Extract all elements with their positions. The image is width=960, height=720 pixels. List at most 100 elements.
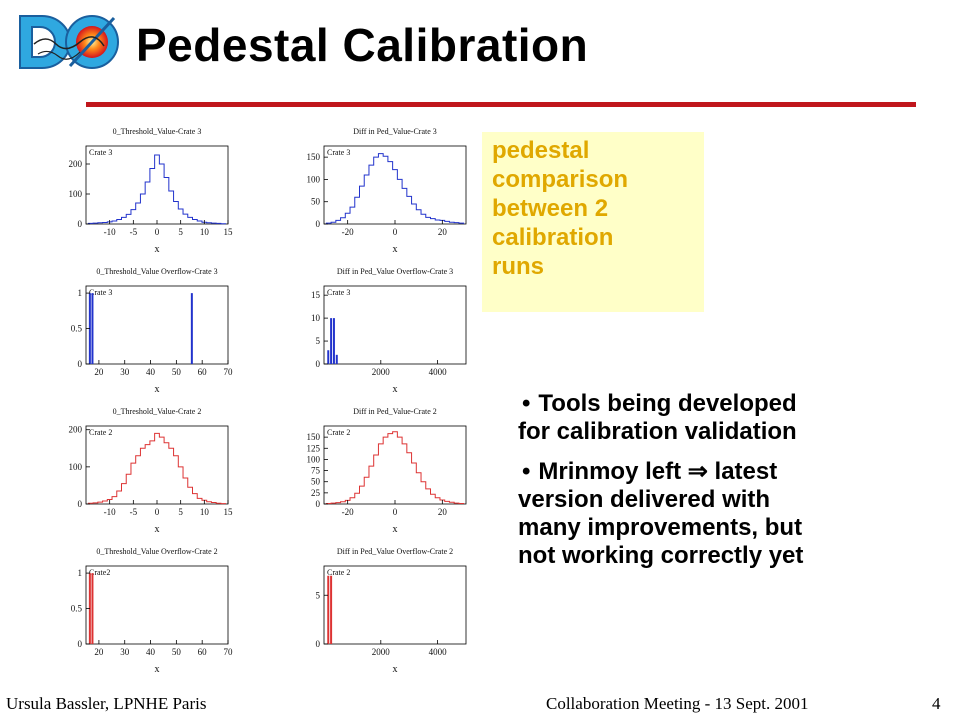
y-tick-label: 0 xyxy=(316,359,321,369)
y-tick-label: 100 xyxy=(307,454,321,464)
callout-line: between 2 xyxy=(492,195,609,222)
y-tick-label: 0 xyxy=(78,359,83,369)
x-tick-label: 40 xyxy=(146,367,156,377)
y-tick-label: 200 xyxy=(69,159,83,169)
histogram-series xyxy=(87,154,227,225)
plot-frame xyxy=(85,145,229,225)
bullet-text: Tools being developed xyxy=(538,390,797,417)
x-tick-label: 2000 xyxy=(372,367,391,377)
histogram-label: Crate 3 xyxy=(89,288,112,297)
histogram-panel: 0_Threshold_Value-Crate 3 Crate 3 -10 -5 0 5 1… xyxy=(69,127,234,255)
histogram-series xyxy=(325,153,465,224)
callout-line: comparison xyxy=(492,166,629,193)
histogram-panel: 0_Threshold_Value-Crate 2 Crate 2 -10 -5 0 5 1… xyxy=(69,407,234,535)
histogram-label: Crate 3 xyxy=(327,288,350,297)
y-tick-label: 200 xyxy=(69,425,83,435)
histogram-title: 0_Threshold_Value-Crate 3 xyxy=(113,127,202,136)
histogram-label: Crate 3 xyxy=(89,148,112,157)
y-tick-label: 0 xyxy=(316,219,321,229)
histogram-panel: 0_Threshold_Value Overflow-Crate 2 Crate2… xyxy=(71,547,234,675)
plot-frame xyxy=(323,145,467,225)
x-tick-label: 15 xyxy=(224,227,234,237)
x-tick-label: -20 xyxy=(342,227,354,237)
title-divider xyxy=(86,102,916,107)
histogram-panel: Diff in Ped_Value-Crate 3 Crate 3 -20 0 20 0 5… xyxy=(307,127,467,255)
x-axis-label: x xyxy=(155,244,160,255)
histogram-title: 0_Threshold_Value Overflow-Crate 3 xyxy=(96,267,217,276)
y-tick-label: 0 xyxy=(316,639,321,649)
x-tick-label: 70 xyxy=(224,647,234,657)
histogram-title: Diff in Ped_Value-Crate 3 xyxy=(353,127,437,136)
histogram-series xyxy=(325,431,465,505)
bullet-dot-icon: • xyxy=(522,390,531,417)
x-tick-label: 20 xyxy=(94,367,104,377)
y-tick-label: 100 xyxy=(307,174,321,184)
bullet-line: for calibration validation xyxy=(518,418,797,445)
histogram-grid: 0_Threshold_Value-Crate 3 Crate 3 -10 -5 0 5 1… xyxy=(40,122,467,682)
y-tick-label: 50 xyxy=(311,197,321,207)
y-tick-label: 150 xyxy=(307,152,321,162)
plot-frame xyxy=(323,285,467,365)
x-tick-label: -10 xyxy=(104,227,116,237)
y-tick-label: 1 xyxy=(78,288,83,298)
y-tick-label: 0 xyxy=(78,219,83,229)
x-tick-label: 20 xyxy=(438,227,448,237)
histogram-series xyxy=(87,432,227,505)
footer-page-number: 4 xyxy=(932,694,941,713)
y-tick-label: 0.5 xyxy=(71,324,83,334)
y-tick-label: 15 xyxy=(311,290,321,300)
plot-frame xyxy=(85,285,229,365)
histogram-label: Crate 2 xyxy=(327,568,350,577)
callout-line: runs xyxy=(492,253,545,280)
histogram-label: Crate 2 xyxy=(89,428,112,437)
bullet-item: • Mrinmoy left ⇒ latest version delivered… xyxy=(518,458,918,570)
histogram-panel: Diff in Ped_Value Overflow-Crate 3 Crate … xyxy=(311,267,467,395)
bullet-line: version delivered with xyxy=(518,486,771,513)
bullet-line: many improvements, but xyxy=(518,514,803,541)
y-tick-label: 100 xyxy=(69,462,83,472)
footer-author: Ursula Bassler, LPNHE Paris xyxy=(6,694,207,713)
y-tick-label: 10 xyxy=(311,313,321,323)
logo-text: DØ xyxy=(69,49,71,51)
x-tick-label: -10 xyxy=(104,507,116,517)
x-axis-label: x xyxy=(393,384,398,395)
y-tick-label: 0.5 xyxy=(71,604,83,614)
plot-frame xyxy=(85,425,229,505)
x-axis-label: x xyxy=(155,524,160,535)
y-tick-label: 0 xyxy=(316,499,321,509)
x-tick-label: 5 xyxy=(178,227,183,237)
x-axis-label: x xyxy=(393,244,398,255)
x-axis-label: x xyxy=(155,384,160,395)
histogram-label: Crate 2 xyxy=(327,428,350,437)
y-tick-label: 25 xyxy=(311,488,321,498)
histogram-panel: 0_Threshold_Value Overflow-Crate 3 Crate … xyxy=(71,267,233,395)
x-tick-label: 5 xyxy=(178,507,183,517)
x-tick-label: 0 xyxy=(155,227,160,237)
y-tick-label: 125 xyxy=(307,443,321,453)
y-tick-label: 75 xyxy=(311,466,321,476)
x-tick-label: 30 xyxy=(120,647,129,657)
x-tick-label: 50 xyxy=(172,647,182,657)
x-tick-label: 40 xyxy=(146,647,156,657)
y-tick-label: 50 xyxy=(311,477,321,487)
histogram-title: 0_Threshold_Value Overflow-Crate 2 xyxy=(96,547,217,556)
x-tick-label: 60 xyxy=(198,367,208,377)
y-tick-label: 1 xyxy=(78,568,83,578)
histogram-title: Diff in Ped_Value-Crate 2 xyxy=(353,407,437,416)
x-axis-label: x xyxy=(393,664,398,675)
x-axis-label: x xyxy=(393,524,398,535)
x-tick-label: 4000 xyxy=(429,367,448,377)
x-tick-label: 30 xyxy=(120,367,129,377)
y-tick-label: 5 xyxy=(316,590,321,600)
callout-box: pedestal comparison between 2 calibratio… xyxy=(482,132,704,312)
y-tick-label: 5 xyxy=(316,336,321,346)
bullet-item: • Tools being developed for calibration v… xyxy=(518,390,918,446)
histogram-panel: Diff in Ped_Value Overflow-Crate 2 Crate … xyxy=(316,547,467,675)
slide-title: Pedestal Calibration xyxy=(136,19,589,71)
x-tick-label: -5 xyxy=(130,507,138,517)
d0-logo: DØ xyxy=(19,15,119,69)
plot-frame xyxy=(85,565,229,645)
bullet-line: • Mrinmoy left ⇒ latest xyxy=(518,458,918,486)
bullet-list: • Tools being developed for calibration v… xyxy=(518,390,918,582)
